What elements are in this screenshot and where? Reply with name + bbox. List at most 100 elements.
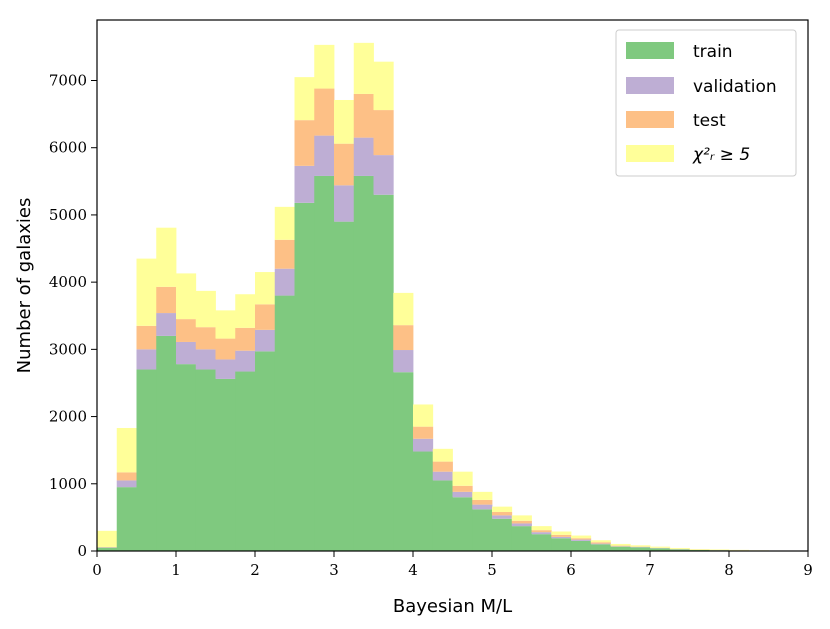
- bar-chi2-bin-17: [432, 448, 453, 462]
- bar-test-bin-3: [156, 286, 177, 314]
- bar-validation-bin-13: [353, 137, 374, 176]
- bar-chi2-bin-28: [650, 546, 671, 548]
- bar-validation-bin-6: [215, 359, 236, 379]
- bar-chi2-bin-4: [176, 273, 197, 320]
- bar-test-bin-16: [413, 426, 434, 439]
- x-tick-label-0: 0: [92, 561, 102, 579]
- bar-chi2-bin-18: [452, 471, 473, 486]
- bar-validation-bin-19: [472, 504, 493, 510]
- bar-train-bin-29: [669, 549, 690, 551]
- bar-chi2-bin-27: [630, 545, 651, 547]
- x-tick-label-9: 9: [803, 561, 813, 579]
- bar-validation-bin-9: [274, 268, 295, 296]
- bar-chi2-bin-1: [116, 427, 137, 473]
- bar-chi2-bin-23: [551, 531, 572, 535]
- bar-validation-bin-14: [373, 155, 394, 195]
- bar-test-bin-10: [294, 120, 315, 166]
- x-tick-label-3: 3: [329, 561, 339, 579]
- bar-validation-bin-21: [511, 523, 532, 527]
- bar-train-bin-12: [334, 221, 355, 551]
- bar-test-bin-7: [235, 327, 256, 351]
- bar-validation-bin-16: [413, 438, 434, 452]
- bar-validation-bin-15: [393, 350, 414, 373]
- bar-test-bin-21: [511, 520, 532, 524]
- bar-validation-bin-5: [195, 349, 216, 370]
- bar-validation-bin-8: [255, 329, 276, 352]
- legend-label-chi2: χ²ᵣ ≥ 5: [692, 145, 750, 165]
- bar-test-bin-26: [610, 545, 631, 547]
- x-tick-label-5: 5: [487, 561, 497, 579]
- bar-test-bin-8: [255, 304, 276, 330]
- bar-train-bin-24: [571, 540, 592, 551]
- y-tick-label-2: 2000: [49, 408, 87, 426]
- bar-test-bin-11: [314, 88, 335, 136]
- legend-label-train: train: [693, 42, 733, 62]
- bar-train-bin-19: [472, 509, 493, 551]
- bar-chi2-bin-5: [195, 290, 216, 328]
- bar-test-bin-15: [393, 325, 414, 351]
- y-tick-label-3: 3000: [49, 340, 87, 358]
- bar-train-bin-8: [255, 351, 276, 551]
- bar-test-bin-2: [136, 325, 157, 350]
- legend-label-validation: validation: [693, 77, 777, 97]
- bar-test-bin-25: [590, 542, 611, 544]
- bar-train-bin-9: [274, 295, 295, 551]
- bar-chi2-bin-11: [314, 44, 335, 89]
- bar-test-bin-13: [353, 93, 374, 138]
- bar-test-bin-18: [452, 485, 473, 492]
- bar-train-bin-3: [156, 335, 177, 551]
- bar-train-bin-1: [116, 487, 137, 551]
- x-tick-label-8: 8: [724, 561, 734, 579]
- bar-chi2-bin-3: [156, 227, 177, 287]
- bar-chi2-bin-24: [571, 535, 592, 539]
- bar-validation-bin-10: [294, 165, 315, 203]
- bar-train-bin-22: [531, 534, 552, 551]
- y-axis-ticks: 0 1000 2000 3000 4000 5000 6000 7000: [49, 71, 97, 560]
- bar-train-bin-7: [235, 371, 256, 551]
- bar-test-bin-4: [176, 319, 197, 342]
- bar-chi2-bin-14: [373, 61, 394, 111]
- bar-test-bin-14: [373, 110, 394, 156]
- bar-chi2-bin-22: [531, 526, 552, 531]
- bar-train-bin-18: [452, 497, 473, 551]
- bar-validation-bin-11: [314, 135, 335, 176]
- bar-chi2-bin-19: [472, 491, 493, 500]
- bar-validation-bin-23: [551, 536, 572, 539]
- bar-chi2-bin-16: [413, 404, 434, 427]
- bar-test-bin-24: [571, 538, 592, 540]
- legend-swatch-test: [626, 111, 674, 128]
- bar-chi2-bin-8: [255, 272, 276, 305]
- bar-chi2-bin-15: [393, 292, 414, 326]
- bar-train-bin-10: [294, 202, 315, 551]
- bar-test-bin-22: [531, 530, 552, 533]
- bar-validation-bin-12: [334, 185, 355, 222]
- bar-test-bin-17: [432, 461, 453, 472]
- bar-train-bin-2: [136, 369, 157, 551]
- x-tick-label-1: 1: [171, 561, 181, 579]
- bar-train-bin-14: [373, 194, 394, 551]
- bar-train-bin-4: [176, 364, 197, 551]
- bar-chi2-bin-2: [136, 258, 157, 326]
- bar-test-bin-12: [334, 143, 355, 186]
- bar-chi2-bin-26: [610, 543, 631, 546]
- bar-chi2-bin-7: [235, 294, 256, 328]
- y-tick-label-1: 1000: [49, 475, 87, 493]
- bar-validation-bin-7: [235, 350, 256, 372]
- bar-chi2-bin-20: [492, 506, 513, 513]
- bar-train-bin-11: [314, 175, 335, 551]
- x-tick-label-7: 7: [645, 561, 655, 579]
- bar-train-bin-27: [630, 547, 651, 551]
- bar-train-bin-17: [432, 480, 453, 551]
- legend-swatch-validation: [626, 77, 674, 94]
- bar-test-bin-23: [551, 534, 572, 537]
- bar-chi2-bin-0: [97, 530, 118, 547]
- legend-swatch-chi2: [626, 145, 674, 162]
- plot-frame: [96, 19, 809, 552]
- bar-chi2-bin-12: [334, 99, 355, 144]
- y-tick-label-6: 6000: [49, 139, 87, 157]
- bar-test-bin-19: [472, 499, 493, 505]
- bar-validation-bin-17: [432, 471, 453, 481]
- bar-train-bin-20: [492, 518, 513, 551]
- legend: train validation test χ²ᵣ ≥ 5: [615, 29, 797, 177]
- bar-train-bin-26: [610, 546, 631, 551]
